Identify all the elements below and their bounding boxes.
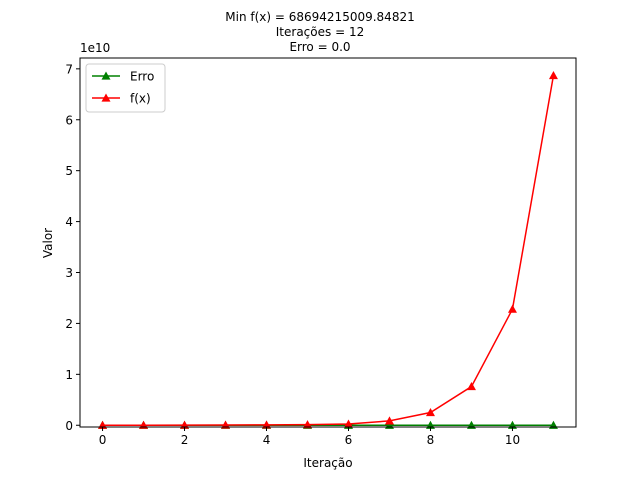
legend: Erro f(x) xyxy=(85,63,166,113)
plot-area xyxy=(98,70,558,429)
y-tick-label: 7 xyxy=(65,62,73,76)
legend-marker xyxy=(101,71,111,80)
legend-marker xyxy=(101,93,111,102)
x-tick-label: 8 xyxy=(427,433,435,447)
series-2-point xyxy=(303,420,313,429)
y-axis: 0 1 2 3 4 5 6 7 xyxy=(65,62,80,433)
x-axis-label: Iteração xyxy=(303,456,352,470)
axes-frame xyxy=(79,57,577,428)
series-2-point xyxy=(507,304,517,313)
series-2-point xyxy=(466,382,476,391)
x-tick-label: 4 xyxy=(263,433,271,447)
x-tick-label: 2 xyxy=(181,433,189,447)
y-tick-label: 5 xyxy=(65,164,73,178)
series-2-point xyxy=(384,416,394,425)
y-axis-label: Valor xyxy=(41,228,55,258)
y-tick-label: 1 xyxy=(65,368,73,382)
chart-title: Min f(x) = 68694215009.84821 Iterações =… xyxy=(225,10,414,54)
title-line-1: Min f(x) = 68694215009.84821 xyxy=(225,10,414,24)
series-2-point xyxy=(262,420,272,429)
y-tick-label: 0 xyxy=(65,419,73,433)
y-tick-label: 6 xyxy=(65,113,73,127)
series-2-point xyxy=(343,419,353,428)
legend-label: f(x) xyxy=(130,92,151,106)
x-tick-label: 6 xyxy=(345,433,353,447)
series-2-point xyxy=(425,408,435,417)
title-line-2: Iterações = 12 xyxy=(276,25,364,39)
series-2-point xyxy=(548,70,558,80)
legend-label: Erro xyxy=(130,70,154,84)
x-tick-label: 0 xyxy=(99,433,107,447)
y-offset-label: 1e10 xyxy=(80,41,110,55)
series-line-2 xyxy=(102,75,555,426)
x-tick-label: 10 xyxy=(505,433,520,447)
y-tick-label: 4 xyxy=(65,215,73,229)
title-line-3: Erro = 0.0 xyxy=(289,40,350,54)
y-tick-label: 2 xyxy=(65,317,73,331)
y-tick-label: 3 xyxy=(65,266,73,280)
x-axis: 0 2 4 6 8 10 xyxy=(99,427,520,447)
